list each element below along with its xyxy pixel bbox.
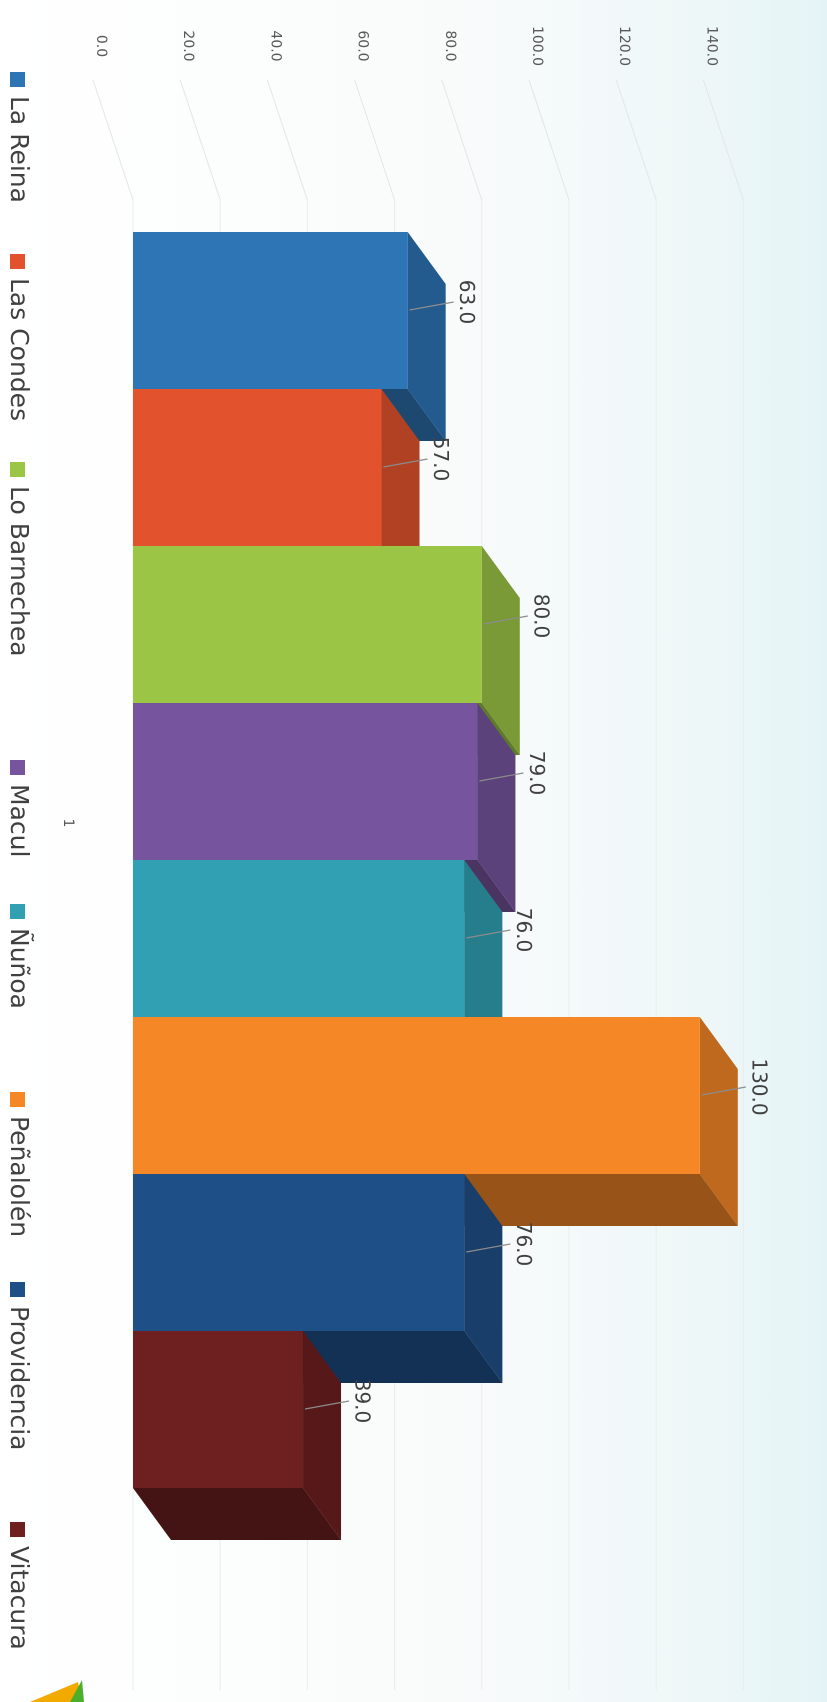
legend-swatch bbox=[10, 904, 25, 919]
leader-line bbox=[304, 1400, 350, 1410]
gridline-diag bbox=[702, 79, 744, 201]
legend-swatch bbox=[10, 1522, 25, 1537]
legend-label: Macul bbox=[5, 784, 34, 857]
bar-end-face bbox=[481, 546, 520, 755]
bar-front-face bbox=[133, 860, 465, 1017]
bar-front-face bbox=[133, 389, 382, 546]
legend-label: Las Condes bbox=[5, 278, 34, 421]
legend-label: Peñalolén bbox=[5, 1116, 34, 1237]
data-label: 79.0 bbox=[525, 751, 549, 796]
leader-line bbox=[383, 458, 428, 468]
leader-line bbox=[466, 929, 511, 939]
bar-end-face bbox=[477, 703, 516, 912]
tick-label: 20.0 bbox=[180, 30, 196, 61]
legend-label: Vitacura bbox=[5, 1546, 34, 1650]
tick-label: 80.0 bbox=[442, 30, 458, 61]
legend-item: Ñuñoa bbox=[5, 904, 35, 1009]
tick-label: 100.0 bbox=[529, 26, 545, 66]
tick-label: 40.0 bbox=[267, 30, 283, 61]
logo-shape bbox=[30, 1682, 82, 1702]
leader-line bbox=[701, 1086, 746, 1096]
data-label: 80.0 bbox=[529, 594, 553, 639]
tick-label: 60.0 bbox=[355, 30, 371, 61]
legend-label: La Reina bbox=[5, 96, 34, 203]
bar-8 bbox=[133, 1331, 342, 1540]
tick-label: 0.0 bbox=[93, 35, 109, 57]
legend-item: Vitacura bbox=[5, 1522, 34, 1650]
bar-end-face bbox=[464, 1174, 503, 1383]
data-label: 63.0 bbox=[455, 280, 479, 325]
bar-end-face bbox=[464, 860, 503, 1069]
bar-depth-face bbox=[133, 1488, 342, 1540]
data-label: 39.0 bbox=[351, 1379, 375, 1424]
data-label: 130.0 bbox=[747, 1058, 771, 1115]
bar-end-face bbox=[407, 232, 446, 441]
legend-swatch bbox=[10, 72, 25, 87]
gridline-diag bbox=[179, 79, 221, 201]
legend-item: Providencia bbox=[5, 1282, 34, 1451]
gridline-diag bbox=[528, 79, 570, 201]
tick-label: 140.0 bbox=[703, 26, 719, 66]
leader-line bbox=[483, 615, 528, 625]
bar-front-face bbox=[133, 703, 478, 860]
gridline-diag bbox=[354, 79, 396, 201]
legend-label: Providencia bbox=[5, 1306, 34, 1451]
bar-front-face bbox=[133, 1331, 304, 1488]
logo-mark bbox=[30, 1680, 84, 1702]
gridline-diag bbox=[92, 79, 134, 201]
bar-front-face bbox=[133, 1017, 700, 1174]
legend-item: Peñalolén bbox=[5, 1092, 34, 1237]
x-axis-ticks: 0.0 20.0 40.0 60.0 80.0 100.0 120.0 140.0 bbox=[93, 26, 719, 66]
bars bbox=[133, 232, 738, 1540]
legend-swatch bbox=[10, 462, 25, 477]
bar-front-face bbox=[133, 232, 408, 389]
bar-front-face bbox=[133, 546, 482, 703]
legend-swatch bbox=[10, 254, 25, 269]
legend-item: La Reina bbox=[5, 72, 34, 203]
bar-end-face bbox=[699, 1017, 738, 1226]
data-labels: 63.0 57.0 80.0 79.0 76.0 130.0 76.0 39.0 bbox=[304, 280, 771, 1424]
legend-item: Macul bbox=[5, 760, 34, 857]
leader-line bbox=[409, 301, 454, 311]
data-label: 76.0 bbox=[512, 1222, 536, 1267]
logo-shape bbox=[70, 1680, 84, 1702]
legend-swatch bbox=[10, 1092, 25, 1107]
legend-item: Lo Barnechea bbox=[5, 462, 34, 657]
legend-item: Las Condes bbox=[5, 254, 34, 421]
gridline-diag bbox=[441, 79, 483, 201]
legend-label: Lo Barnechea bbox=[5, 486, 34, 657]
bar-front-face bbox=[133, 1174, 465, 1331]
bar-end-face bbox=[303, 1331, 342, 1540]
gridline-diag bbox=[615, 79, 657, 201]
legend-swatch bbox=[10, 760, 25, 775]
tick-label: 120.0 bbox=[616, 26, 632, 66]
category-label: 1 bbox=[60, 819, 76, 828]
legend: La Reina Las Condes Lo Barnechea Macul Ñuñoa… bbox=[5, 72, 35, 1650]
leader-line bbox=[479, 772, 524, 782]
data-label: 76.0 bbox=[512, 908, 536, 953]
leader-line bbox=[466, 1243, 511, 1253]
legend-label: Ñuñoa bbox=[5, 928, 35, 1009]
bar-end-face bbox=[381, 389, 420, 598]
data-label: 57.0 bbox=[429, 437, 453, 482]
bar-7 bbox=[133, 1174, 503, 1383]
gridline-diag bbox=[266, 79, 308, 201]
legend-swatch bbox=[10, 1282, 25, 1297]
